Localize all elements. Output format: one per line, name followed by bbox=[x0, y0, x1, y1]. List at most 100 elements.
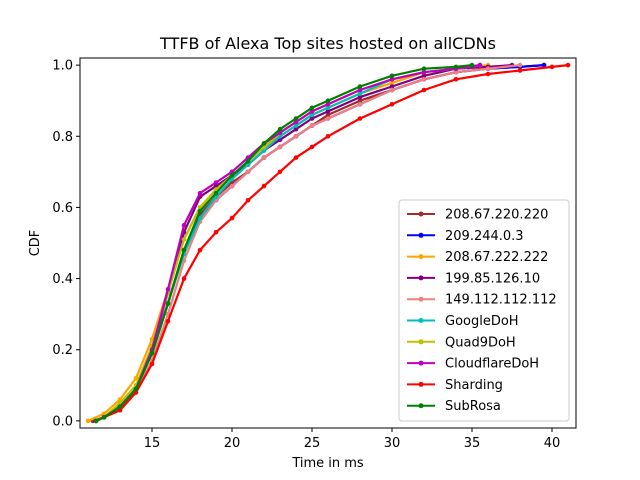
data-point bbox=[389, 84, 395, 89]
legend-swatch-marker bbox=[418, 211, 424, 217]
y-tick-label: 0.8 bbox=[52, 130, 73, 145]
data-point bbox=[197, 215, 203, 221]
legend-label: 149.112.112.112 bbox=[445, 293, 557, 308]
data-point bbox=[453, 69, 459, 75]
data-point bbox=[453, 77, 459, 82]
data-point bbox=[293, 123, 299, 128]
series-9 bbox=[93, 62, 475, 424]
data-point bbox=[421, 87, 427, 93]
legend-label: GoogleDoH bbox=[445, 314, 519, 329]
legend-swatch-marker bbox=[418, 318, 424, 323]
data-point bbox=[485, 66, 491, 71]
legend-item: SubRosa bbox=[407, 399, 501, 414]
data-point bbox=[293, 134, 299, 139]
data-point bbox=[213, 180, 219, 185]
data-point bbox=[421, 69, 427, 75]
y-axis: 0.0 0.2 0.4 0.6 0.8 1.0 bbox=[52, 59, 80, 429]
data-point bbox=[389, 73, 395, 79]
data-point bbox=[325, 134, 331, 139]
data-point bbox=[133, 375, 139, 381]
chart-title: TTFB of Alexa Top sites hosted on allCDN… bbox=[159, 34, 496, 53]
legend-label: CloudflareDoH bbox=[445, 357, 539, 372]
data-point bbox=[421, 73, 427, 79]
data-point bbox=[477, 62, 483, 68]
x-tick-label: 35 bbox=[464, 436, 481, 451]
y-tick-label: 0.6 bbox=[52, 201, 73, 216]
data-point bbox=[325, 102, 331, 107]
legend-item: Quad9DoH bbox=[407, 335, 516, 350]
legend-swatch-marker bbox=[418, 275, 424, 281]
data-point bbox=[309, 109, 315, 114]
data-point bbox=[165, 301, 171, 306]
legend-item: 199.85.126.10 bbox=[407, 271, 540, 286]
data-point bbox=[93, 418, 99, 424]
data-point bbox=[213, 230, 219, 235]
data-point bbox=[389, 102, 395, 107]
data-point bbox=[325, 112, 331, 118]
legend-item: 149.112.112.112 bbox=[407, 293, 557, 308]
legend-swatch-marker bbox=[418, 339, 424, 345]
y-tick-label: 0.2 bbox=[52, 343, 73, 358]
data-point bbox=[357, 91, 363, 96]
data-point bbox=[117, 407, 123, 413]
x-tick-label: 15 bbox=[144, 436, 161, 451]
legend-label: 208.67.220.220 bbox=[445, 208, 548, 223]
legend-swatch-marker bbox=[418, 296, 424, 302]
data-point bbox=[357, 116, 363, 121]
data-point bbox=[293, 155, 299, 160]
data-point bbox=[165, 287, 171, 292]
data-point bbox=[277, 144, 283, 150]
data-point bbox=[421, 66, 427, 71]
data-point bbox=[117, 404, 123, 410]
legend-swatch-marker bbox=[418, 403, 424, 409]
x-tick-label: 20 bbox=[224, 436, 241, 451]
data-point bbox=[309, 105, 315, 111]
legend-item: 208.67.222.222 bbox=[407, 250, 548, 265]
legend-box bbox=[398, 199, 570, 422]
data-point bbox=[181, 222, 187, 228]
x-tick-label: 40 bbox=[544, 436, 561, 451]
data-point bbox=[565, 62, 571, 68]
legend-item: Sharding bbox=[407, 378, 503, 393]
x-tick-label: 30 bbox=[384, 436, 401, 451]
data-point bbox=[229, 183, 235, 189]
data-point bbox=[197, 190, 203, 196]
data-point bbox=[357, 94, 363, 100]
data-point bbox=[357, 87, 363, 93]
plot-lines bbox=[85, 62, 571, 424]
data-point bbox=[389, 87, 395, 93]
data-point bbox=[149, 351, 155, 356]
data-point bbox=[261, 183, 267, 189]
legend-label: Sharding bbox=[445, 378, 503, 393]
data-point bbox=[357, 102, 363, 107]
data-point bbox=[485, 71, 491, 77]
data-point bbox=[197, 247, 203, 253]
legend-label: 209.244.0.3 bbox=[445, 229, 524, 244]
data-point bbox=[213, 190, 219, 196]
x-axis-label: Time in ms bbox=[291, 456, 364, 471]
data-point bbox=[541, 62, 547, 68]
data-point bbox=[293, 116, 299, 121]
data-point bbox=[181, 247, 187, 253]
legend-item: CloudflareDoH bbox=[407, 357, 539, 372]
data-point bbox=[453, 64, 459, 70]
x-axis: 15 20 25 30 35 40 bbox=[144, 428, 561, 451]
data-point bbox=[309, 112, 315, 118]
x-tick-label: 25 bbox=[304, 436, 321, 451]
data-point bbox=[389, 77, 395, 82]
plot-frame bbox=[79, 57, 577, 429]
series-line bbox=[95, 64, 569, 422]
data-point bbox=[85, 418, 91, 424]
legend: 208.67.220.220 209.244.0.3 208.67.222.222 1… bbox=[398, 199, 570, 422]
legend-label: SubRosa bbox=[445, 399, 501, 414]
data-point bbox=[181, 276, 187, 281]
data-point bbox=[133, 386, 139, 392]
data-point bbox=[261, 155, 267, 160]
y-axis-label: CDF bbox=[28, 230, 43, 257]
data-point bbox=[517, 62, 523, 68]
y-tick-label: 0.0 bbox=[52, 414, 73, 429]
data-point bbox=[229, 173, 235, 178]
data-point bbox=[165, 319, 171, 324]
data-point bbox=[325, 105, 331, 111]
